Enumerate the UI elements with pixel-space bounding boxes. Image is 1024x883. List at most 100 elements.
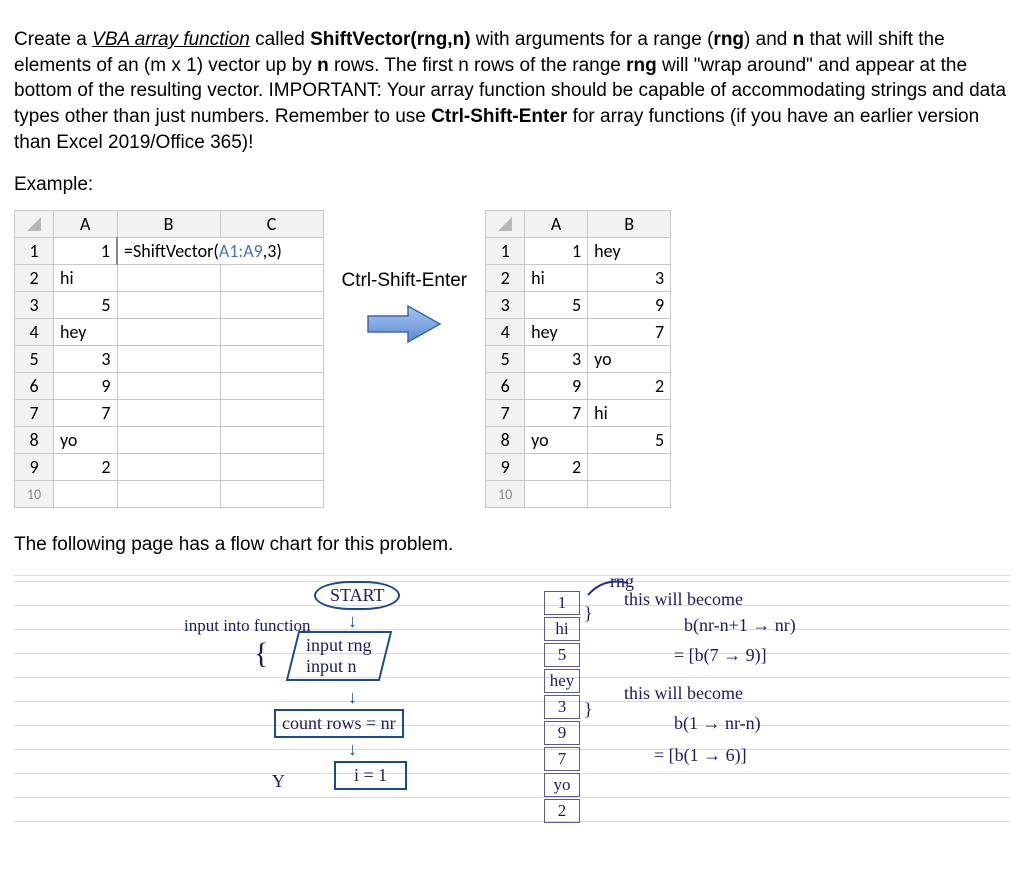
cell[interactable]: 9 bbox=[525, 373, 588, 400]
row-header[interactable]: 8 bbox=[15, 427, 54, 454]
cell[interactable]: 7 bbox=[54, 400, 118, 427]
cell[interactable] bbox=[588, 481, 671, 508]
col-header-b[interactable]: B bbox=[588, 211, 671, 238]
arrow-down-icon: ↓ bbox=[348, 687, 357, 708]
row-header[interactable]: 10 bbox=[15, 481, 54, 508]
row-header[interactable]: 3 bbox=[15, 292, 54, 319]
row-header[interactable]: 1 bbox=[15, 238, 54, 265]
rng-column: 1 hi 5 hey 3 9 7 yo 2 bbox=[542, 589, 582, 825]
col-header-a[interactable]: A bbox=[525, 211, 588, 238]
cell: yo bbox=[544, 773, 580, 797]
cell[interactable]: 7 bbox=[525, 400, 588, 427]
cell[interactable]: 9 bbox=[588, 292, 671, 319]
cell-formula[interactable]: =ShiftVector(A1:A9,3) bbox=[117, 238, 323, 265]
cell[interactable] bbox=[117, 292, 220, 319]
row-header[interactable]: 8 bbox=[486, 427, 525, 454]
cell[interactable] bbox=[220, 481, 323, 508]
cell[interactable]: 2 bbox=[54, 454, 118, 481]
cell[interactable] bbox=[117, 454, 220, 481]
select-all-corner[interactable] bbox=[486, 211, 525, 238]
cell[interactable]: hey bbox=[54, 319, 118, 346]
vba-array-function: VBA array function bbox=[92, 29, 250, 50]
cell[interactable]: hey bbox=[588, 238, 671, 265]
row-header[interactable]: 9 bbox=[486, 454, 525, 481]
problem-statement: Create a VBA array function called Shift… bbox=[14, 27, 1010, 155]
cell[interactable]: hey bbox=[525, 319, 588, 346]
cell[interactable]: 2 bbox=[588, 373, 671, 400]
cell[interactable]: 2 bbox=[525, 454, 588, 481]
cell[interactable] bbox=[220, 265, 323, 292]
cell[interactable] bbox=[117, 400, 220, 427]
cell[interactable]: yo bbox=[54, 427, 118, 454]
row-header[interactable]: 5 bbox=[486, 346, 525, 373]
row-header[interactable]: 6 bbox=[486, 373, 525, 400]
cell[interactable] bbox=[117, 319, 220, 346]
note-bot-2: b(1 → nr-n) bbox=[674, 713, 761, 734]
cell[interactable]: 5 bbox=[54, 292, 118, 319]
cell[interactable]: 5 bbox=[525, 292, 588, 319]
cell[interactable] bbox=[117, 346, 220, 373]
row-header[interactable]: 7 bbox=[15, 400, 54, 427]
arrow-right-icon bbox=[364, 302, 444, 346]
flow-y-label: Y bbox=[272, 771, 285, 792]
row-header[interactable]: 4 bbox=[486, 319, 525, 346]
cell[interactable]: 1 bbox=[525, 238, 588, 265]
cell[interactable]: yo bbox=[588, 346, 671, 373]
flow-count-rows: count rows = nr bbox=[274, 709, 404, 738]
cell[interactable]: 7 bbox=[588, 319, 671, 346]
note-bot-1: this will become bbox=[624, 683, 743, 704]
cell[interactable] bbox=[220, 346, 323, 373]
cell: hey bbox=[544, 669, 580, 693]
row-header[interactable]: 1 bbox=[486, 238, 525, 265]
row-header[interactable]: 2 bbox=[486, 265, 525, 292]
cell[interactable]: 3 bbox=[525, 346, 588, 373]
cell[interactable] bbox=[220, 292, 323, 319]
cell[interactable] bbox=[220, 373, 323, 400]
select-all-corner[interactable] bbox=[15, 211, 54, 238]
ctrl-shift-enter: Ctrl-Shift-Enter bbox=[431, 106, 567, 127]
cell[interactable]: yo bbox=[525, 427, 588, 454]
row-header[interactable]: 7 bbox=[486, 400, 525, 427]
cell[interactable] bbox=[117, 265, 220, 292]
col-header-b[interactable]: B bbox=[117, 211, 220, 238]
col-header-a[interactable]: A bbox=[54, 211, 118, 238]
col-header-c[interactable]: C bbox=[220, 211, 323, 238]
note-top-1: this will become bbox=[624, 589, 743, 610]
cell[interactable] bbox=[588, 454, 671, 481]
cell[interactable]: hi bbox=[54, 265, 118, 292]
cell[interactable]: 3 bbox=[588, 265, 671, 292]
cell[interactable]: hi bbox=[525, 265, 588, 292]
row-header[interactable]: 3 bbox=[486, 292, 525, 319]
text: with arguments for a range ( bbox=[471, 29, 714, 50]
cell[interactable] bbox=[220, 427, 323, 454]
cell[interactable]: hi bbox=[588, 400, 671, 427]
cell: 9 bbox=[544, 721, 580, 745]
row-header[interactable]: 2 bbox=[15, 265, 54, 292]
flowchart-region: START ↓ input into function { input rngi… bbox=[14, 575, 1010, 845]
cell[interactable]: 5 bbox=[588, 427, 671, 454]
text: Create a bbox=[14, 29, 92, 50]
cell[interactable] bbox=[117, 481, 220, 508]
brace-icon: } bbox=[584, 589, 593, 637]
cell[interactable] bbox=[220, 319, 323, 346]
cell[interactable]: 3 bbox=[54, 346, 118, 373]
cell[interactable] bbox=[220, 400, 323, 427]
row-header[interactable]: 6 bbox=[15, 373, 54, 400]
cell[interactable] bbox=[54, 481, 118, 508]
cell[interactable]: 9 bbox=[54, 373, 118, 400]
spreadsheet-after: A B 11hey 2hi3 359 4hey7 53yo 692 77hi 8… bbox=[485, 210, 671, 508]
cell[interactable] bbox=[117, 373, 220, 400]
fn-name: ShiftVector(rng,n) bbox=[310, 29, 470, 50]
cell[interactable]: 1 bbox=[54, 238, 118, 265]
arg-n-2: n bbox=[317, 55, 329, 76]
cell[interactable] bbox=[117, 427, 220, 454]
row-header[interactable]: 4 bbox=[15, 319, 54, 346]
cell: 2 bbox=[544, 799, 580, 823]
row-header[interactable]: 9 bbox=[15, 454, 54, 481]
cell: 1 bbox=[544, 591, 580, 615]
cell[interactable] bbox=[525, 481, 588, 508]
note-top-3: = [b(7 → 9)] bbox=[674, 645, 767, 666]
cell[interactable] bbox=[220, 454, 323, 481]
row-header[interactable]: 5 bbox=[15, 346, 54, 373]
row-header[interactable]: 10 bbox=[486, 481, 525, 508]
